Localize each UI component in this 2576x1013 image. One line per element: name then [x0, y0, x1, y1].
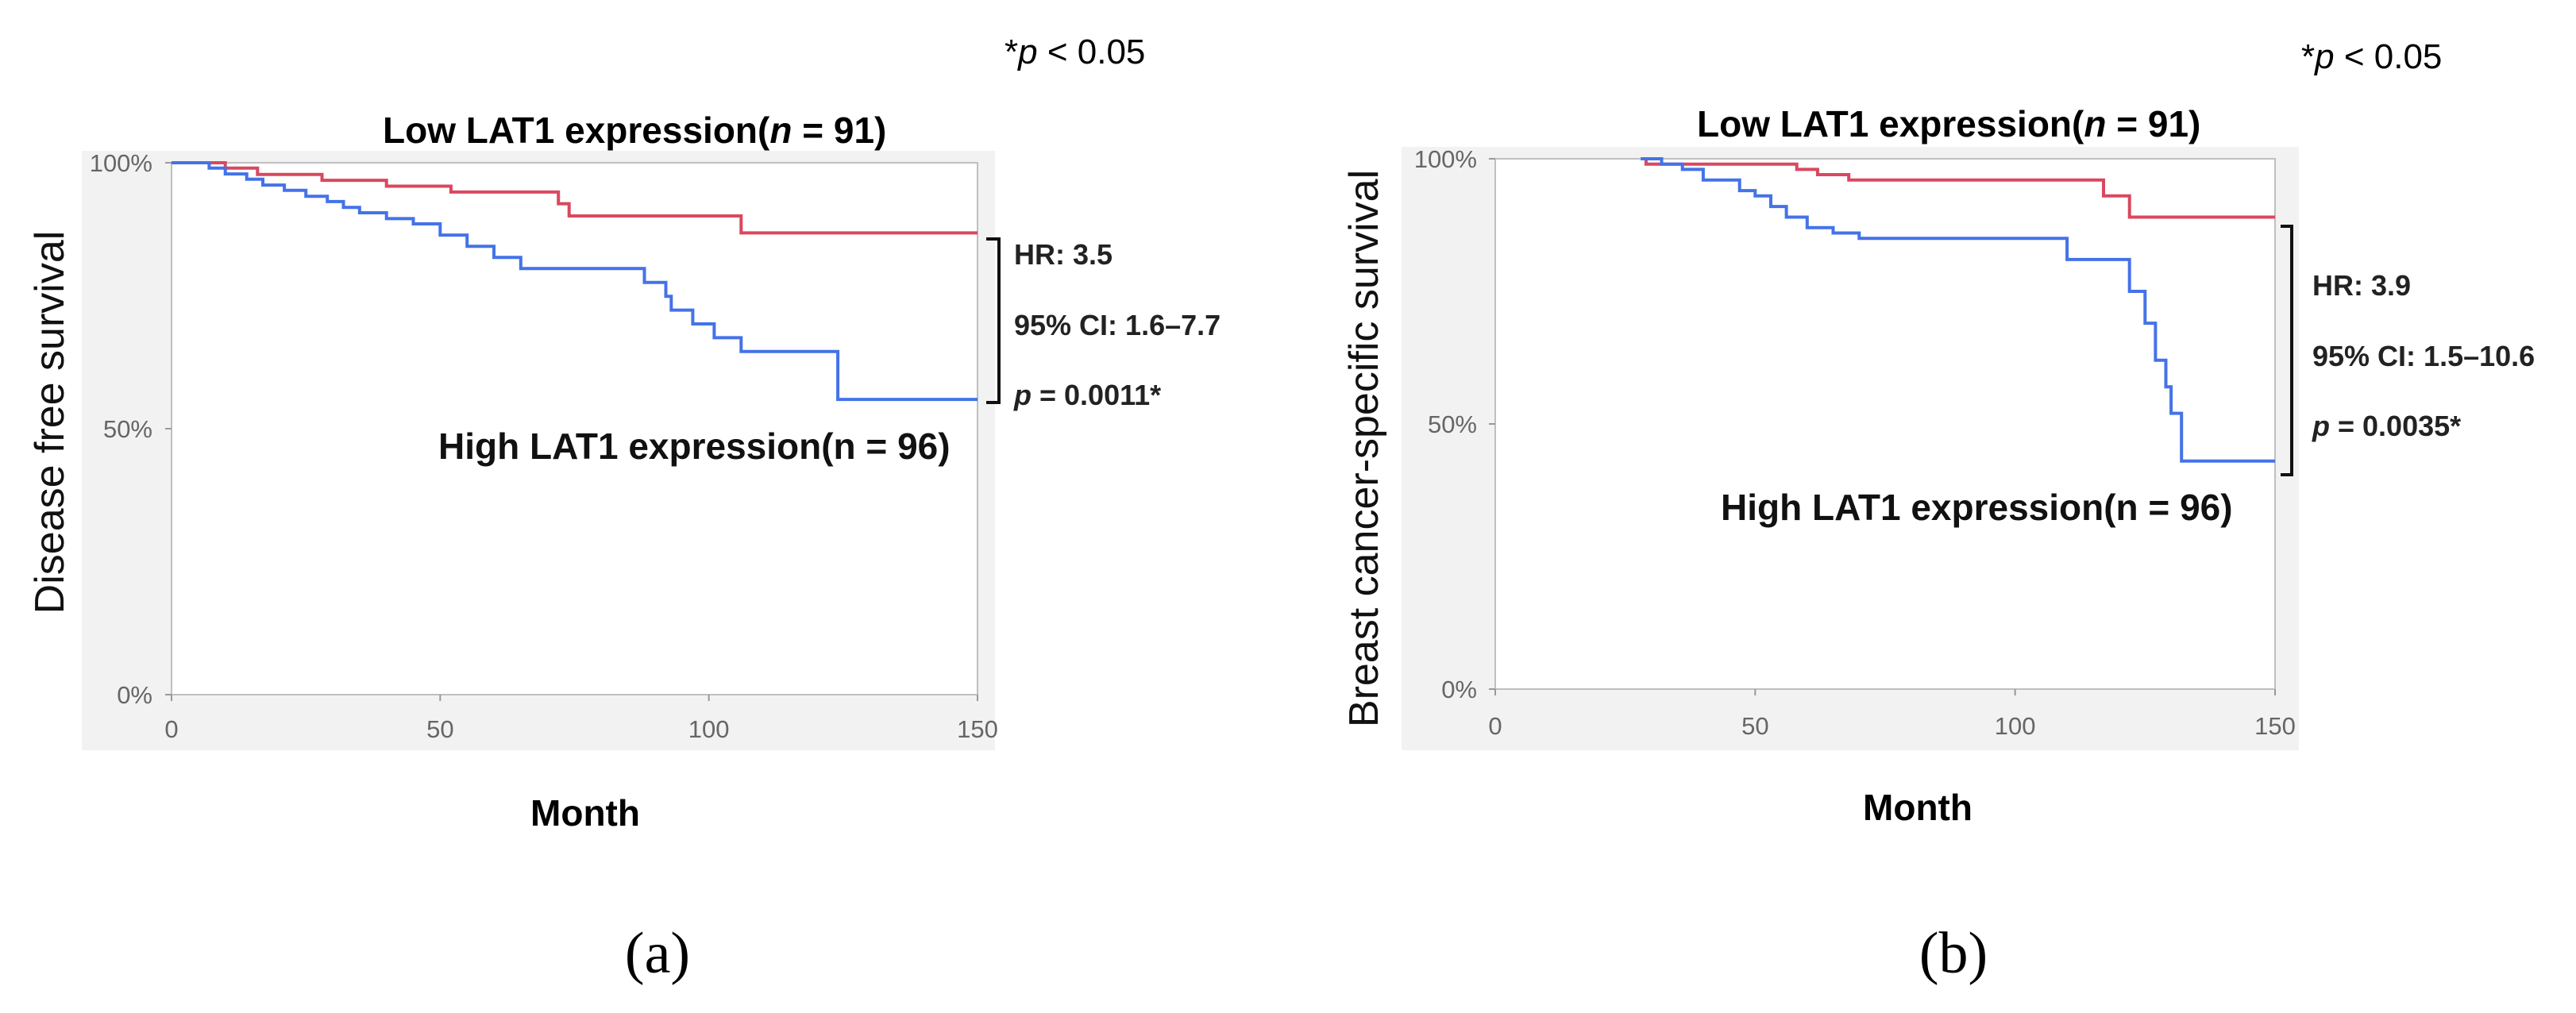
y-axis-ticks-b: 0% 50% 100%: [1414, 145, 1495, 703]
high-expression-label-a: High LAT1 expression(n = 96): [438, 426, 951, 467]
low-expression-curve: [172, 161, 978, 235]
x-tick-label: 150: [957, 715, 998, 743]
panel-label-b: (b): [1919, 921, 1988, 986]
chart-title-a: Low LAT1 expression(n = 91): [383, 110, 886, 151]
y-axis-label-a: Disease free survival: [27, 231, 73, 614]
x-axis-label-a: Month: [530, 792, 640, 834]
pvalue-note-a: *p < 0.05: [1005, 33, 1145, 71]
ci-text-a: 95% CI: 1.6–7.7: [1014, 309, 1221, 341]
panel-a-disease-free-survival: *p < 0.05 Low LAT1 expression(n = 91) 0%…: [27, 33, 1221, 986]
x-tick-label: 150: [2254, 712, 2296, 740]
stats-bracket-b: [2281, 225, 2293, 476]
x-tick-label: 0: [1488, 712, 1502, 740]
high-expression-curve: [172, 161, 978, 402]
x-axis-ticks-b: 0 50 100 150: [1488, 689, 2296, 740]
low-expression-curve: [1641, 157, 2275, 219]
panel-b-breast-cancer-specific-survival: *p < 0.05 Low LAT1 expression(n = 91) 0%…: [1341, 37, 2535, 986]
x-tick-label: 50: [1741, 712, 1768, 740]
ci-text-b: 95% CI: 1.5–10.6: [2312, 340, 2535, 372]
p-text-a: p = 0.0011*: [1013, 379, 1161, 411]
x-axis-ticks-a: 0 50 100 150: [164, 695, 998, 743]
y-tick-label: 0%: [1441, 676, 1477, 703]
plot-area-b: [1494, 158, 2276, 690]
stats-bracket-a: [986, 237, 1001, 404]
y-axis-ticks-a: 0% 50% 100%: [90, 149, 172, 709]
y-axis-label-b: Breast cancer-specific survival: [1341, 170, 1387, 727]
y-tick-label: 50%: [1428, 410, 1477, 438]
y-tick-label: 100%: [90, 149, 152, 177]
hr-text-b: HR: 3.9: [2312, 269, 2411, 302]
x-tick-label: 100: [1995, 712, 2036, 740]
y-tick-label: 100%: [1414, 145, 1477, 173]
survival-curves-a: [172, 161, 978, 402]
chart-title-b: Low LAT1 expression(n = 91): [1697, 103, 2200, 144]
high-expression-label-b: High LAT1 expression(n = 96): [1721, 487, 2233, 528]
x-tick-label: 50: [426, 715, 453, 743]
panel-label-a: (a): [625, 921, 690, 986]
x-tick-label: 0: [164, 715, 178, 743]
plot-area-a: [171, 162, 978, 695]
x-tick-label: 100: [688, 715, 730, 743]
hr-text-a: HR: 3.5: [1014, 238, 1113, 271]
y-tick-label: 50%: [103, 415, 152, 443]
high-expression-curve: [1641, 157, 2275, 463]
y-tick-label: 0%: [117, 681, 152, 709]
p-text-b: p = 0.0035*: [2312, 410, 2461, 442]
pvalue-note-b: *p < 0.05: [2301, 37, 2442, 76]
x-axis-label-b: Month: [1863, 787, 1972, 828]
survival-curves-b: [1641, 157, 2275, 463]
